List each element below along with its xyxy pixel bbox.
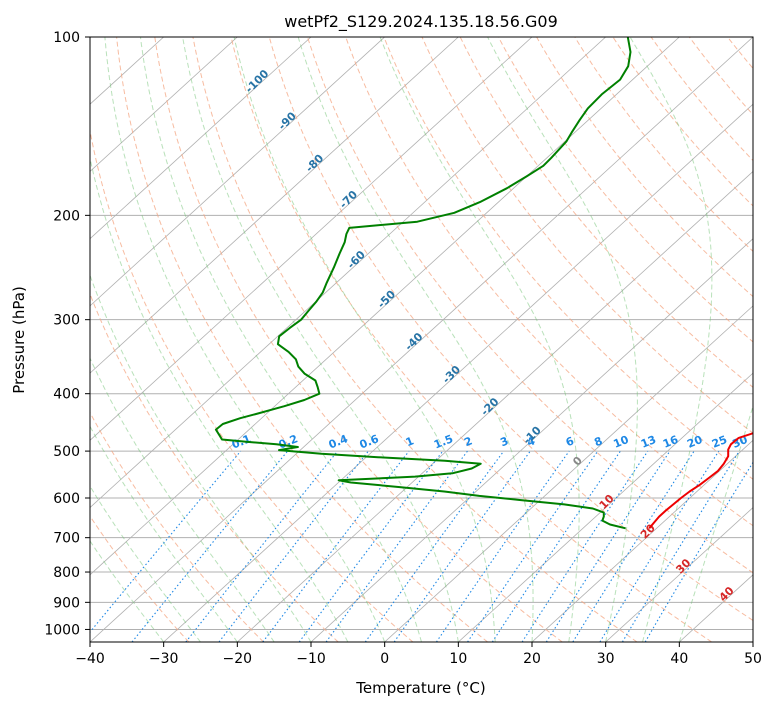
- dry-adiabat-line: [116, 37, 488, 642]
- moist-adiabat-line: [90, 273, 312, 642]
- x-tick-label: −10: [296, 651, 326, 667]
- dry-adiabat-line: [268, 37, 753, 622]
- moist-adiabat-line: [629, 37, 713, 642]
- dry-adiabat-line: [536, 37, 753, 298]
- plot-frame: [89, 36, 754, 643]
- y-axis-title: Pressure (hPa): [10, 286, 28, 394]
- x-tick-label: −40: [75, 651, 105, 667]
- dry-adiabat-line: [650, 37, 753, 162]
- moist-adiabat-line: [379, 37, 580, 642]
- isotherm-line: [90, 37, 385, 307]
- isotherm-line: [90, 37, 238, 172]
- y-tick-label: 400: [53, 387, 80, 403]
- mixing-ratio-line: [131, 450, 289, 642]
- mixing-ratio-label: 20: [685, 433, 704, 451]
- isotherm-line: [458, 372, 753, 642]
- dry-adiabat-line: [421, 37, 753, 434]
- x-tick-label: 10: [449, 651, 467, 667]
- mixing-ratio-line: [218, 450, 369, 642]
- y-tick-label: 300: [53, 313, 80, 329]
- y-tick-label: 200: [53, 208, 80, 224]
- mixing-ratio-line: [90, 450, 242, 633]
- dry-adiabat-line: [230, 37, 712, 642]
- x-tick-label: 0: [380, 651, 389, 667]
- temperature-profile-line: [648, 432, 753, 529]
- isotherm-line: [163, 103, 753, 642]
- mixing-ratio-label: 16: [661, 433, 680, 451]
- mixing-ratio-label: 2: [462, 434, 474, 449]
- x-tick-label: 40: [670, 651, 688, 667]
- y-tick-label: 500: [53, 444, 80, 460]
- isotherm-line: [90, 37, 533, 441]
- mixing-ratio-line: [572, 450, 695, 642]
- x-tick-label: −20: [223, 651, 253, 667]
- y-tick-label: 600: [53, 491, 80, 507]
- mixing-ratio-label: 1: [404, 434, 416, 449]
- mixing-ratio-label: 8: [592, 434, 604, 449]
- isotherm-line: [90, 37, 606, 509]
- mixing-ratio-line: [599, 450, 720, 642]
- mixing-ratio-label: 13: [639, 433, 658, 451]
- dry-adiabat-line: [345, 37, 753, 527]
- dry-adiabat-line: [192, 37, 638, 642]
- sounding-profiles: [214, 37, 753, 530]
- mixing-ratio-label: 10: [612, 433, 631, 451]
- dry-adiabat-line: [90, 128, 414, 642]
- axes: −40 −30 −20 −10 0 10 20 30 40 50 100 200 300 400 500 60…: [44, 30, 762, 667]
- mixing-ratio-label: 36: [751, 433, 770, 451]
- x-tick-label: 50: [744, 651, 762, 667]
- moist-adiabat-line: [297, 37, 534, 642]
- x-tick-label: −30: [149, 651, 179, 667]
- isotherm-line: [605, 507, 753, 642]
- dry-adiabat-line: [90, 292, 339, 642]
- moist-adiabat-line: [90, 356, 275, 642]
- x-axis-title: Temperature (°C): [355, 679, 485, 697]
- isotherm-line: [384, 305, 753, 642]
- isotherm-line: [237, 170, 753, 642]
- dewpoint-profile-line: [214, 37, 632, 530]
- mixing-ratio-line: [393, 450, 531, 642]
- y-tick-label: 700: [53, 531, 80, 547]
- moist-adiabat-line: [233, 37, 496, 642]
- y-tick-label: 900: [53, 595, 80, 611]
- mixing-ratio-line: [545, 450, 671, 642]
- y-tick-label: 1000: [44, 622, 80, 638]
- isotherm-line: [90, 37, 312, 240]
- dry-adiabat-line: [90, 515, 190, 642]
- isotherm-line: [531, 439, 753, 642]
- moist-adiabat-line: [104, 37, 386, 642]
- moist-adiabat-line: [678, 404, 753, 642]
- mixing-ratio-line: [467, 450, 599, 642]
- mixing-ratio-line: [364, 450, 505, 642]
- y-tick-label: 100: [53, 30, 80, 46]
- mixing-ratio-line: [185, 450, 339, 642]
- background-lines: [90, 37, 753, 642]
- isotherm-line: [310, 238, 753, 642]
- dry-adiabat-line: [497, 37, 753, 343]
- y-tick-label: 800: [53, 565, 80, 581]
- moist-adiabat-line: [182, 37, 459, 642]
- moist-adiabat-line: [140, 37, 422, 642]
- moist-adiabat-line: [487, 37, 638, 642]
- mixing-ratio-label: 25: [710, 433, 729, 451]
- mixing-ratio-label: 30: [730, 433, 749, 451]
- dry-adiabat-line: [383, 37, 753, 480]
- dry-adiabat-line: [307, 37, 753, 574]
- mixing-ratio-label: 3: [498, 434, 510, 449]
- x-tick-label: 30: [597, 651, 615, 667]
- mixing-ratio-line: [262, 450, 410, 642]
- mixing-ratio-line: [621, 450, 740, 642]
- chart-title: wetPf2_S129.2024.135.18.56.G09: [284, 12, 558, 32]
- dry-adiabat-line: [459, 37, 753, 388]
- mixing-ratio-line: [644, 461, 753, 642]
- x-tick-label: 20: [523, 651, 541, 667]
